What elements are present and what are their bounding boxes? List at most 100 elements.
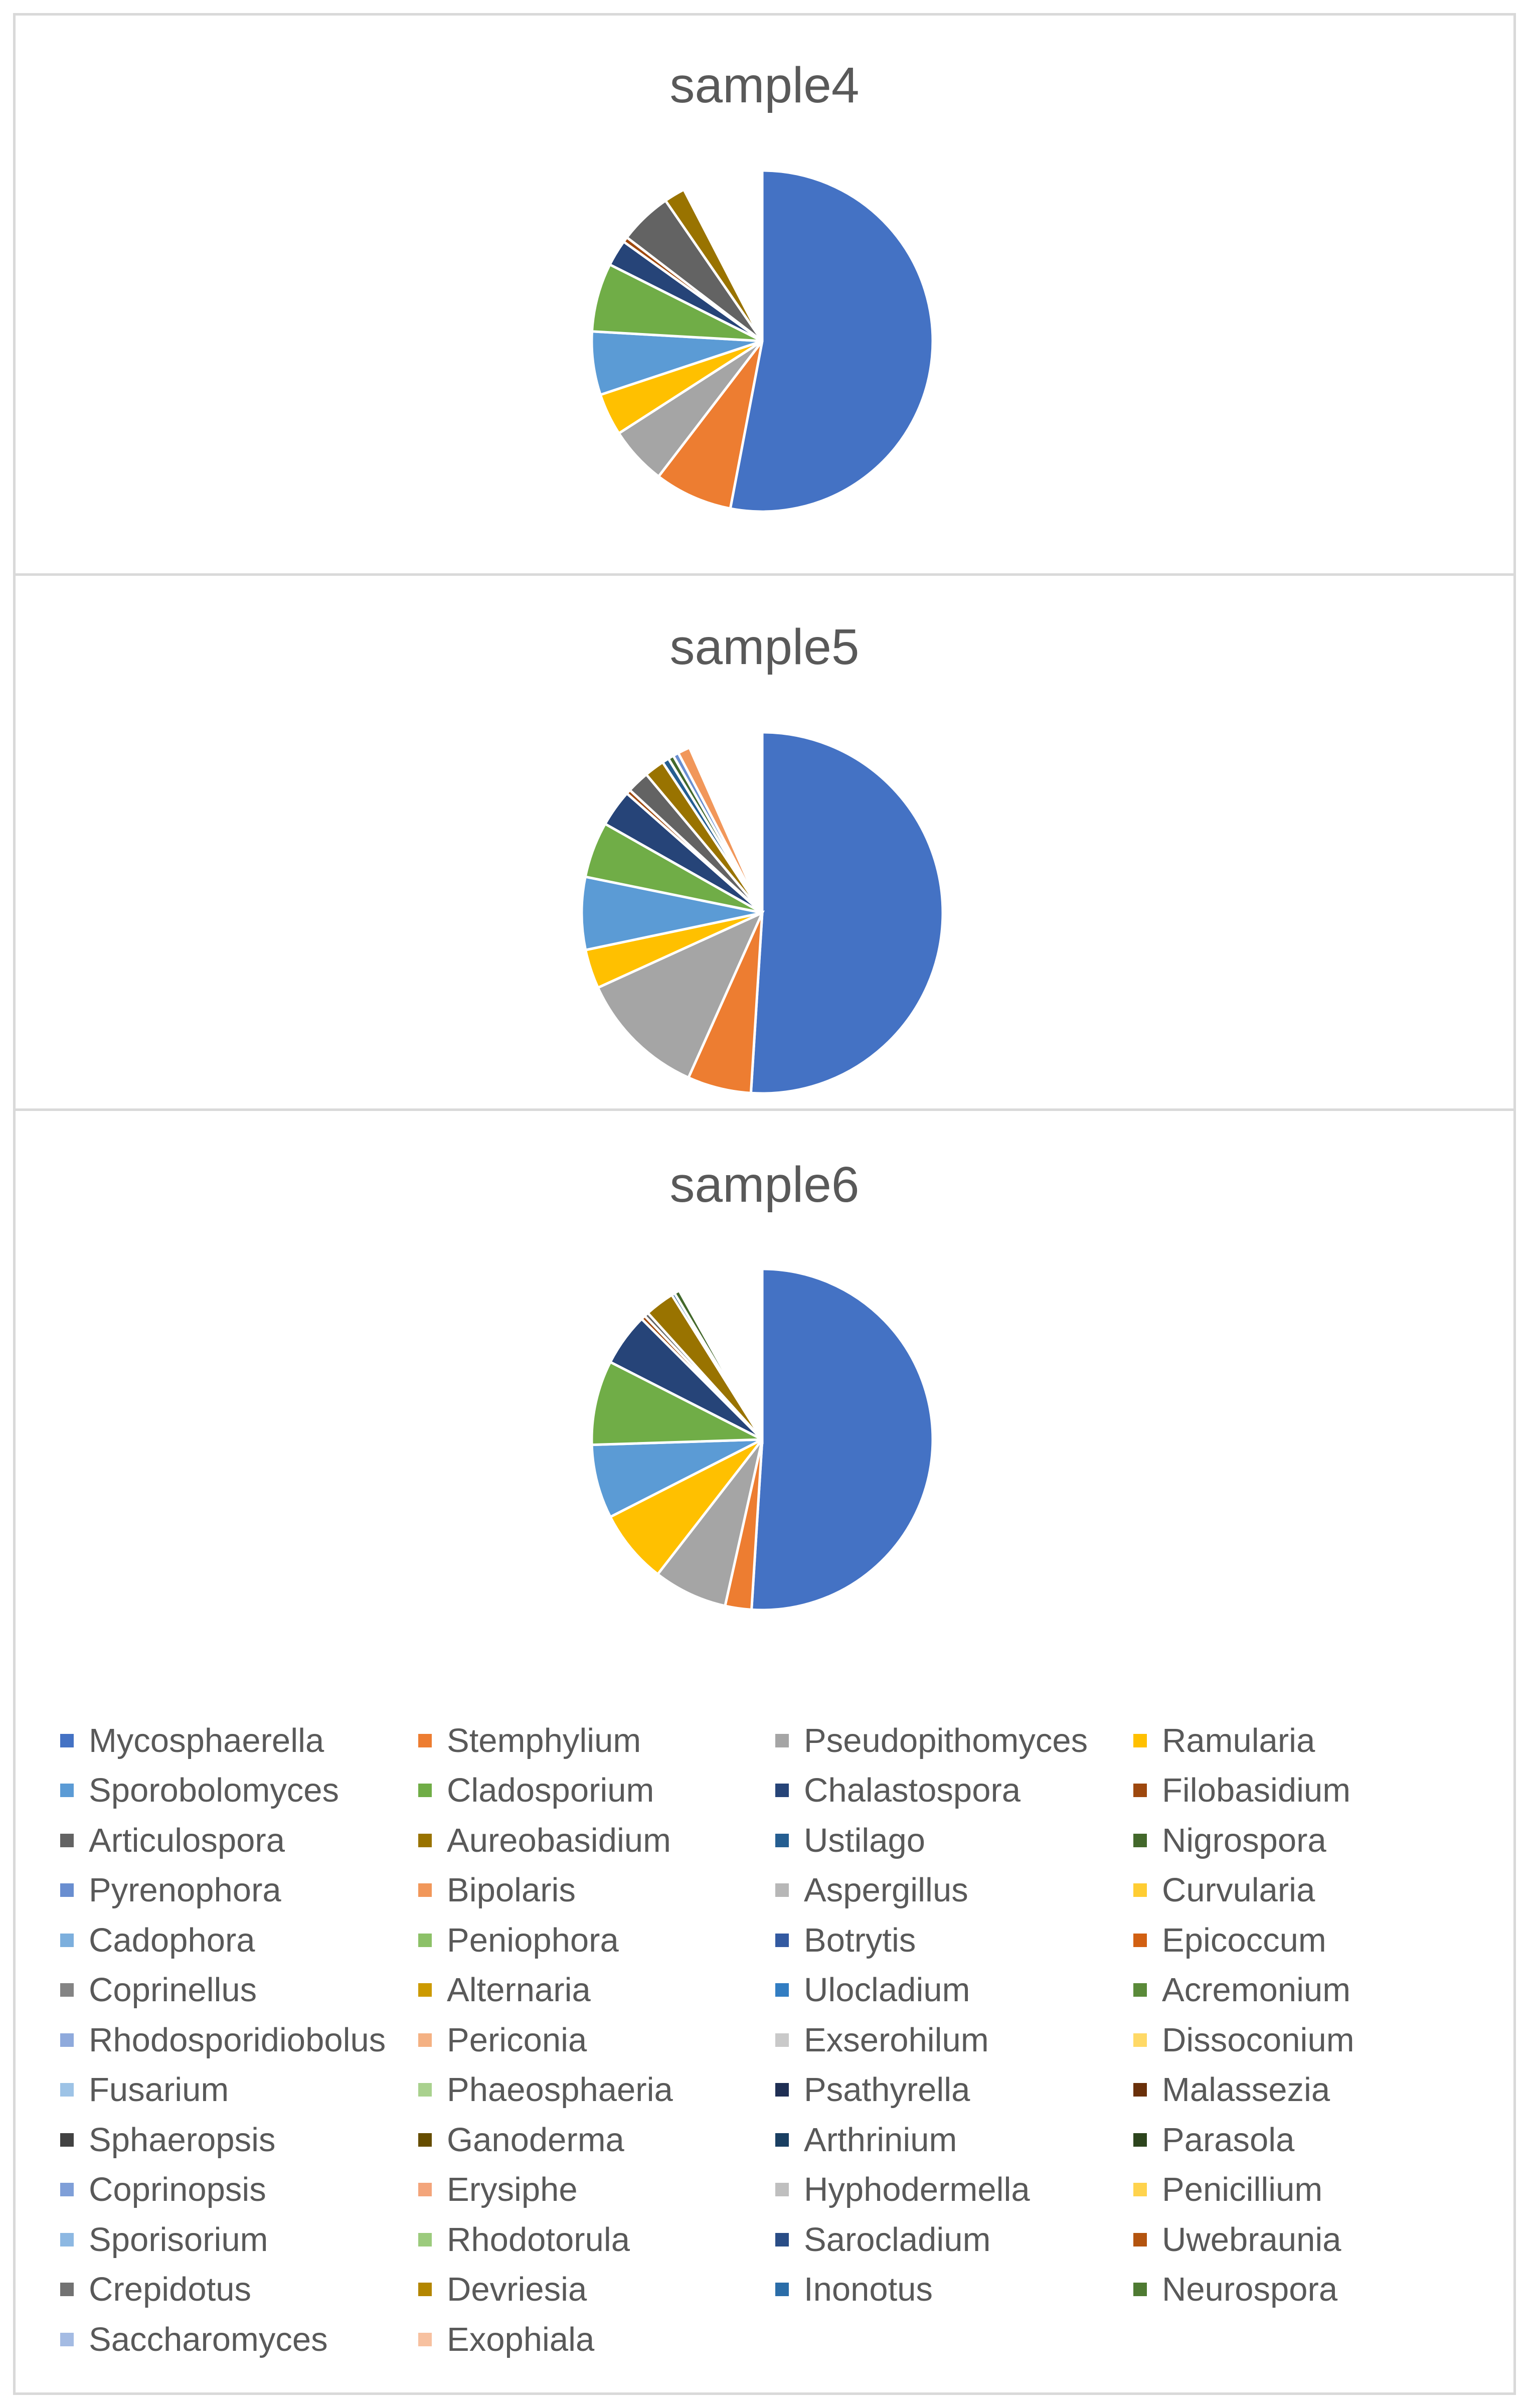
legend-item-epicoccum: Epicoccum — [1133, 1915, 1326, 1965]
legend-label: Hyphodermella — [804, 2171, 1030, 2208]
pie-slice-sample6-sporobolomyces — [590, 1438, 763, 1519]
legend-label: Curvularia — [1162, 1871, 1315, 1909]
legend-item-exserohilum: Exserohilum — [775, 2015, 989, 2065]
legend-label: Acremonium — [1162, 1971, 1351, 2009]
legend-label: Ganoderma — [447, 2121, 624, 2159]
legend-label: Phaeosphaeria — [447, 2071, 673, 2109]
legend-item-coprinopsis: Coprinopsis — [60, 2165, 266, 2215]
legend-item-sporobolomyces: Sporobolomyces — [60, 1765, 339, 1816]
legend-swatch — [418, 2232, 432, 2246]
legend-item-dissoconium: Dissoconium — [1133, 2015, 1354, 2065]
panel-divider-1 — [13, 573, 1516, 576]
pie-slice-sample4-others — [682, 169, 764, 342]
legend-item-pseudopithomyces: Pseudopithomyces — [775, 1715, 1088, 1765]
legend-label: Sarocladium — [804, 2220, 991, 2259]
legend-item-parasola: Parasola — [1133, 2115, 1294, 2165]
legend-item-nigrospora: Nigrospora — [1133, 1815, 1326, 1865]
legend-item-pyrenophora: Pyrenophora — [60, 1865, 281, 1915]
legend-item-botrytis: Botrytis — [775, 1915, 916, 1965]
legend-item-periconia: Periconia — [418, 2015, 587, 2065]
legend-item-psathyrella: Psathyrella — [775, 2065, 970, 2115]
legend-label: Cadophora — [89, 1921, 255, 1959]
legend-swatch — [418, 2083, 432, 2097]
legend-swatch — [418, 1883, 432, 1897]
pie-slice-sample4-mycosphaerella — [729, 169, 934, 513]
legend-label: Saccharomyces — [89, 2320, 328, 2358]
legend-label: Alternaria — [447, 1971, 591, 2009]
legend-item-sarocladium: Sarocladium — [775, 2214, 990, 2265]
legend-swatch — [775, 2083, 789, 2097]
pie-slice-sample6-others — [677, 1267, 764, 1444]
legend-swatch — [60, 1933, 74, 1947]
legend-item-bipolaris: Bipolaris — [418, 1865, 576, 1915]
legend-label: Coprinopsis — [89, 2171, 266, 2208]
legend-swatch — [775, 2283, 789, 2296]
pie-slice-sample6-cladosporium — [590, 1360, 763, 1447]
legend-label: Fusarium — [89, 2071, 229, 2109]
legend-swatch — [1133, 1983, 1147, 1997]
legend-swatch — [60, 1983, 74, 1997]
legend-item-uwebraunia: Uwebraunia — [1133, 2214, 1341, 2265]
legend-item-sporisorium: Sporisorium — [60, 2214, 268, 2265]
legend-swatch — [60, 2332, 74, 2346]
legend-swatch — [418, 1933, 432, 1947]
legend-swatch — [775, 2232, 789, 2246]
legend-item-ulocladium: Ulocladium — [775, 1965, 970, 2015]
legend-label: Botrytis — [804, 1921, 916, 1959]
legend-label: Parasola — [1162, 2121, 1295, 2159]
legend-swatch — [60, 1833, 74, 1847]
legend-item-sphaeropsis: Sphaeropsis — [60, 2115, 275, 2165]
legend-swatch — [60, 2183, 74, 2196]
legend-label: Erysiphe — [447, 2171, 578, 2208]
pie-slice-sample6-pseudopithomyces — [656, 1438, 764, 1608]
legend-label: Devriesia — [447, 2271, 587, 2308]
pie-slice-sample6-mycosphaerella — [750, 1267, 934, 1612]
legend-label: Cladosporium — [447, 1772, 654, 1809]
panel-divider-2 — [13, 1108, 1516, 1111]
legend-item-ramularia: Ramularia — [1133, 1715, 1315, 1765]
legend-item-penicillium: Penicillium — [1133, 2165, 1322, 2215]
legend-item-stemphylium: Stemphylium — [418, 1715, 641, 1765]
chart-title-sample6: sample6 — [669, 1157, 860, 1213]
legend-swatch — [418, 1983, 432, 1997]
legend-label: Penicillium — [1162, 2171, 1323, 2208]
legend-item-mycosphaerella: Mycosphaerella — [60, 1715, 324, 1765]
legend-swatch — [418, 2133, 432, 2147]
legend-label: Uwebraunia — [1162, 2220, 1341, 2259]
legend-swatch — [1133, 1883, 1147, 1897]
legend-item-crepidotus: Crepidotus — [60, 2265, 251, 2315]
legend-item-arthrinium: Arthrinium — [775, 2115, 957, 2165]
legend-swatch — [1133, 1784, 1147, 1797]
legend-swatch — [60, 2133, 74, 2147]
legend-swatch — [60, 2232, 74, 2246]
legend-swatch — [775, 2033, 789, 2047]
legend-label: Aureobasidium — [447, 1821, 671, 1859]
legend-label: Psathyrella — [804, 2071, 970, 2109]
legend-label: Arthrinium — [804, 2121, 957, 2159]
legend-item-neurospora: Neurospora — [1133, 2265, 1337, 2315]
legend-swatch — [775, 1983, 789, 1997]
legend: Mycosphaerella Stemphylium Pseudopithomyce… — [60, 1715, 1504, 2377]
legend-swatch — [1133, 2232, 1147, 2246]
legend-item-hyphodermella: Hyphodermella — [775, 2165, 1030, 2215]
legend-swatch — [775, 1933, 789, 1947]
legend-swatch — [60, 1784, 74, 1797]
legend-item-chalastospora: Chalastospora — [775, 1765, 1021, 1816]
legend-item-malassezia: Malassezia — [1133, 2065, 1330, 2115]
legend-item-filobasidium: Filobasidium — [1133, 1765, 1350, 1816]
legend-swatch — [418, 2332, 432, 2346]
legend-label: Rhodosporidiobolus — [89, 2021, 386, 2059]
legend-item-alternaria: Alternaria — [418, 1965, 591, 2015]
legend-label: Exophiala — [447, 2320, 595, 2358]
legend-swatch — [775, 1883, 789, 1897]
legend-item-acremonium: Acremonium — [1133, 1965, 1350, 2015]
legend-label: Sporisorium — [89, 2220, 268, 2259]
legend-item-saccharomyces: Saccharomyces — [60, 2314, 328, 2364]
legend-label: Chalastospora — [804, 1772, 1021, 1809]
legend-label: Epicoccum — [1162, 1921, 1326, 1959]
legend-label: Pseudopithomyces — [804, 1721, 1088, 1759]
chart-title-sample4: sample4 — [669, 57, 860, 113]
